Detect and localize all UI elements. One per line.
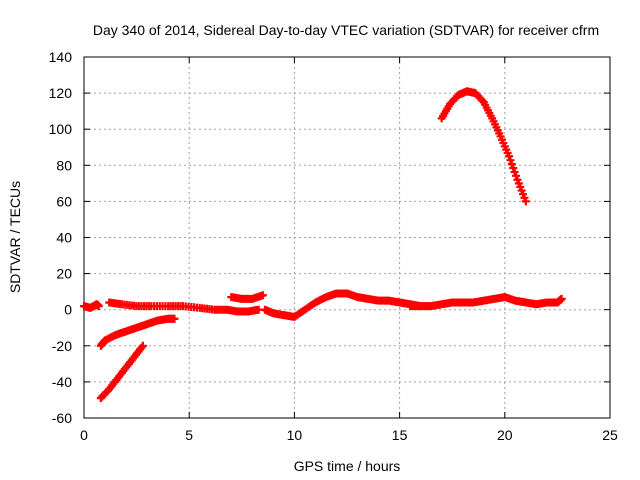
y-tick-label: 0: [64, 302, 72, 318]
y-tick-label: 20: [56, 266, 72, 282]
x-tick-label: 15: [392, 427, 408, 443]
y-tick-label: -40: [52, 374, 72, 390]
series-arc-5: [406, 293, 566, 311]
y-axis-label: SDTVAR / TECUs: [7, 181, 23, 293]
series-arc-1: [80, 300, 103, 312]
data-marks: [80, 87, 566, 403]
data-point: [557, 294, 566, 303]
x-tick-labels: 0 5 10 15 20 25: [80, 427, 618, 443]
y-tick-label: -20: [52, 338, 72, 354]
y-tick-label: 40: [56, 230, 72, 246]
series-arc-3: [227, 291, 267, 303]
data-point: [521, 197, 530, 206]
x-tick-label: 20: [497, 427, 513, 443]
x-tick-label: 25: [602, 427, 618, 443]
x-tick-label: 0: [80, 427, 88, 443]
x-tick-label: 10: [287, 427, 303, 443]
y-tick-label: 100: [49, 121, 73, 137]
plot-frame: [83, 56, 611, 419]
y-tick-label: 80: [56, 157, 72, 173]
y-tick-label: -60: [52, 410, 72, 426]
series-arc-4: [260, 289, 425, 321]
y-tick-label: 140: [49, 49, 73, 65]
y-tick-label: 120: [49, 85, 73, 101]
data-point: [170, 314, 179, 323]
series-arc-6: [96, 314, 179, 350]
data-point: [505, 152, 514, 161]
series-arc-8: [437, 87, 530, 206]
data-point: [138, 341, 147, 350]
data-point: [507, 160, 516, 169]
y-tick-labels: -60 -40 -20 0 20 40 60 80 100 120 140: [49, 49, 73, 426]
y-tick-label: 60: [56, 193, 72, 209]
x-axis-label: GPS time / hours: [294, 458, 401, 474]
series-arc-2: [105, 298, 263, 316]
data-point: [506, 156, 515, 165]
chart-title: Day 340 of 2014, Sidereal Day-to-day VTE…: [93, 22, 599, 38]
data-point: [258, 291, 267, 300]
data-point: [478, 96, 487, 105]
data-point: [512, 171, 521, 180]
grid-lines: [84, 57, 610, 418]
x-tick-label: 5: [185, 427, 193, 443]
axis-ticks: [83, 56, 611, 419]
data-point: [94, 302, 103, 311]
series-arc-7: [96, 341, 147, 403]
data-point: [510, 167, 519, 176]
data-point: [509, 164, 518, 173]
